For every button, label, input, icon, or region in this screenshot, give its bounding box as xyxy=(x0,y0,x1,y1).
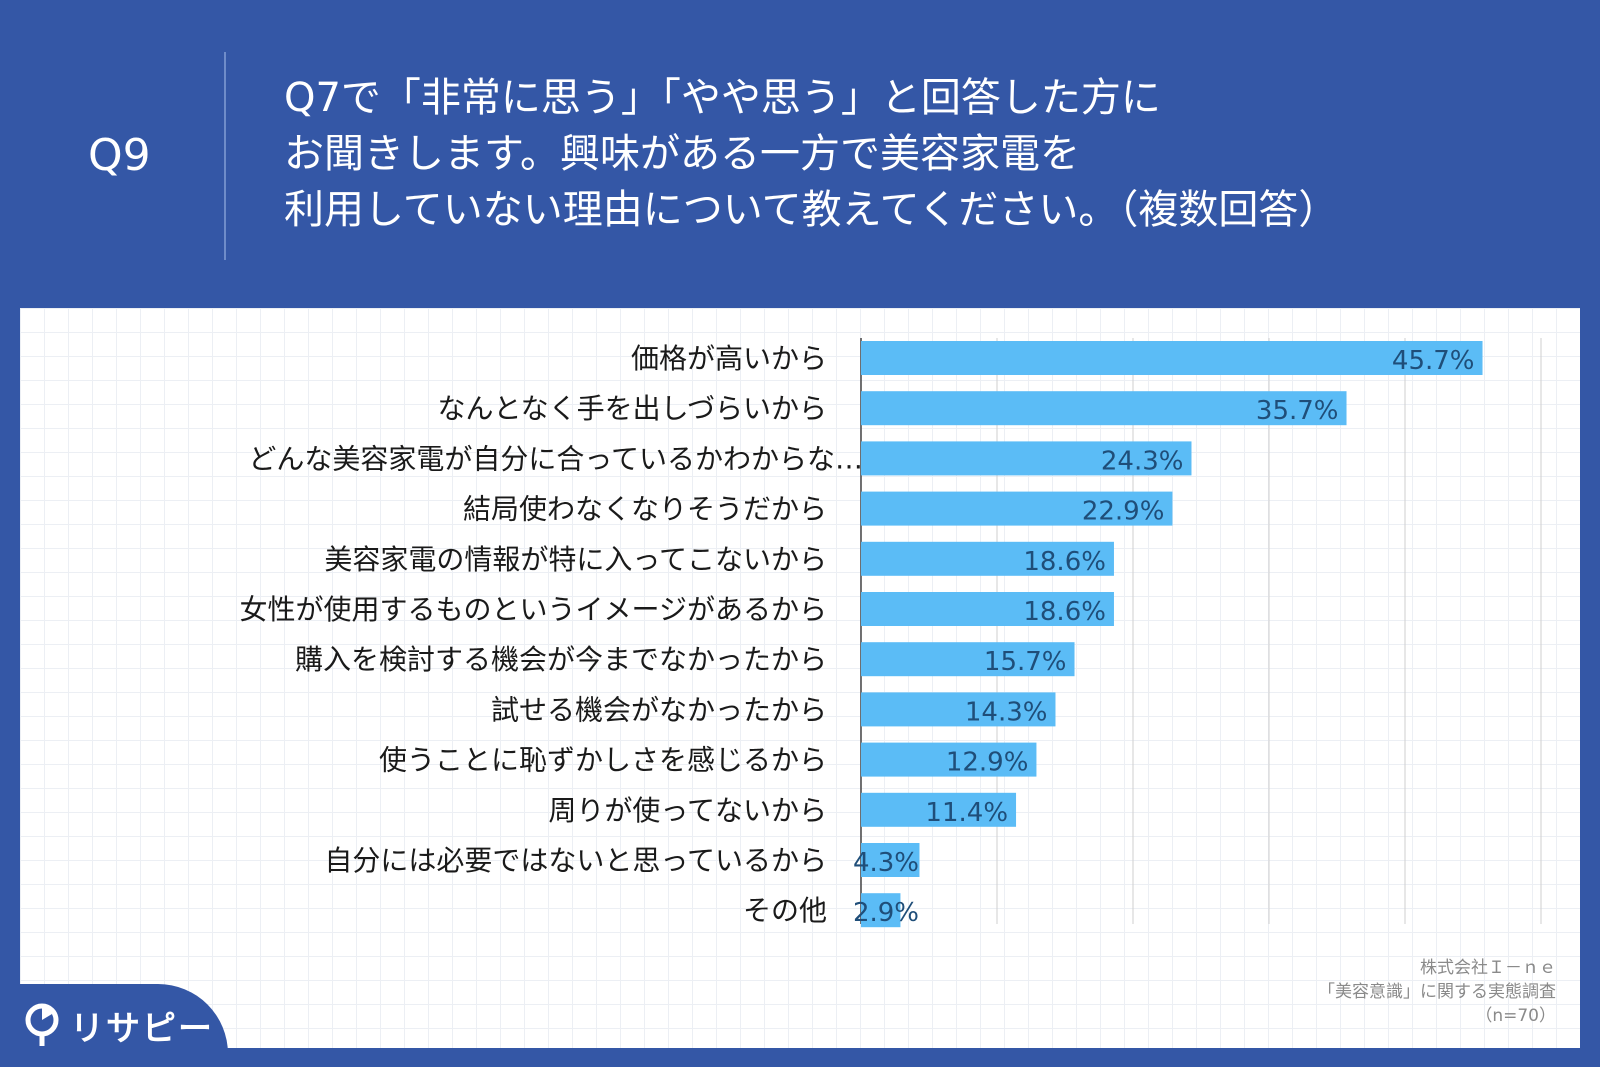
logo-tab xyxy=(0,984,228,1067)
bar xyxy=(861,792,1017,827)
bar xyxy=(861,541,1114,576)
header-divider xyxy=(224,52,226,260)
bar-chart: 価格が高いから 45.7% なんとなく手を出しづらいから 35.7% どんな美容家電が自… xyxy=(240,338,1542,928)
data-label: 2.9% xyxy=(853,898,919,928)
source-company: 株式会社Ｉ－ｎｅ xyxy=(1420,958,1556,978)
category-label: 価格が高いから xyxy=(631,342,827,375)
category-label: 使うことに恥ずかしさを感じるから xyxy=(379,744,827,777)
bar xyxy=(861,341,1483,375)
question-line: お聞きします。興味がある一方で美容家電を xyxy=(284,131,1080,177)
source-sample: （n=70） xyxy=(1475,1006,1556,1026)
category-label: 購入を検討する機会が今までなかったから xyxy=(295,643,827,676)
category-label: その他 xyxy=(743,894,827,927)
data-label: 18.6% xyxy=(1023,597,1106,627)
data-label: 22.9% xyxy=(1082,497,1165,527)
question-text: Q7で「非常に思う」「やや思う」と回答した方に お聞きします。興味がある一方で美… xyxy=(284,70,1574,238)
bar xyxy=(861,642,1075,677)
data-label: 15.7% xyxy=(984,647,1067,677)
chart-panel: 価格が高いから 45.7% なんとなく手を出しづらいから 35.7% どんな美容家電が自… xyxy=(20,308,1580,1048)
data-label: 4.3% xyxy=(853,848,919,878)
bar xyxy=(861,491,1173,526)
bar xyxy=(861,592,1114,626)
data-label: 11.4% xyxy=(925,798,1008,828)
bar xyxy=(861,742,1037,777)
category-label: 試せる機会がなかったから xyxy=(491,693,827,726)
question-line: 利用していない理由について教えてください。（複数回答） xyxy=(284,187,1339,233)
category-label: 女性が使用するものというイメージがあるから xyxy=(240,593,827,626)
data-label: 24.3% xyxy=(1101,446,1184,476)
logo-text: リサピー xyxy=(70,1008,214,1049)
data-label: 35.7% xyxy=(1256,396,1339,426)
category-label: 周りが使ってないから xyxy=(548,794,827,827)
header: Q9 Q7で「非常に思う」「やや思う」と回答した方に お聞きします。興味がある一… xyxy=(0,0,1600,306)
question-number: Q9 xyxy=(88,130,151,181)
pin-icon xyxy=(25,1003,59,1046)
data-label: 18.6% xyxy=(1023,547,1106,577)
source-note: 株式会社Ｉ－ｎｅ 「美容意識」に関する実態調査 （n=70） xyxy=(1318,956,1556,1028)
category-label: なんとなく手を出しづらいから xyxy=(438,392,827,425)
bottom-strip xyxy=(228,1048,1600,1067)
data-label: 45.7% xyxy=(1392,346,1475,376)
bar xyxy=(861,441,1192,476)
data-label: 12.9% xyxy=(946,748,1029,778)
category-label: 美容家電の情報が特に入ってこないから xyxy=(324,543,827,576)
question-line: Q7で「非常に思う」「やや思う」と回答した方に xyxy=(284,75,1161,121)
bar xyxy=(861,893,901,928)
category-label: どんな美容家電が自分に合っているかわからな… xyxy=(248,442,863,475)
source-survey: 「美容意識」に関する実態調査 xyxy=(1318,982,1556,1002)
logo: リサピー xyxy=(24,1000,214,1050)
bar xyxy=(861,843,920,877)
category-label: 結局使わなくなりそうだから xyxy=(463,493,827,526)
category-label: 自分には必要ではないと思っているから xyxy=(324,844,827,877)
data-label: 14.3% xyxy=(965,697,1048,727)
bar xyxy=(861,391,1347,426)
bar xyxy=(861,692,1056,727)
